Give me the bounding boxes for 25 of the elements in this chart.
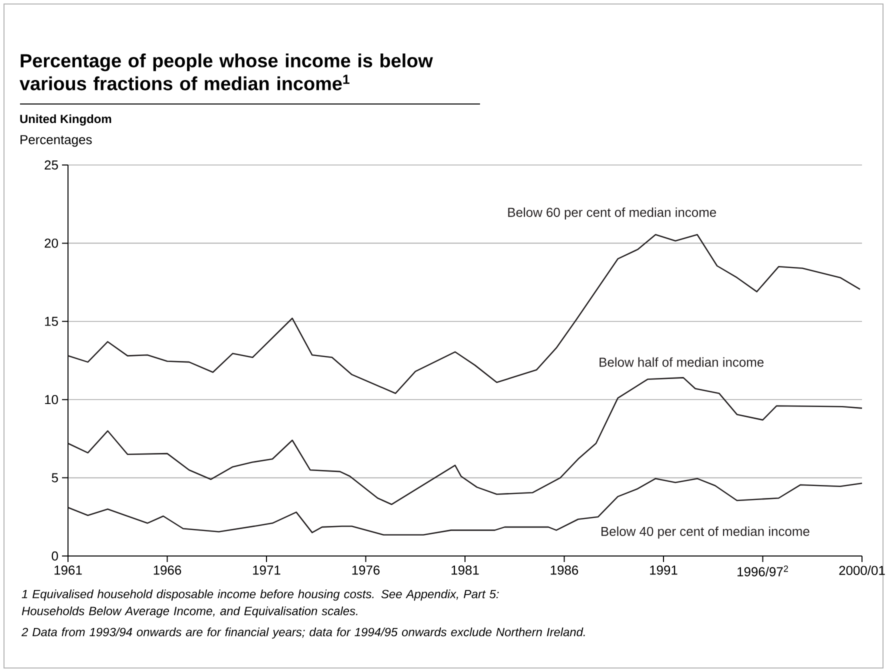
y-tick-label: 15: [45, 316, 58, 326]
y-axis-title: Percentages: [20, 135, 92, 147]
x-tick-label: 1986: [550, 566, 578, 575]
text: 1 Equivalised household disposable income before housing costs. See Appendix, Part 5: Households Below Average Income, and Equivalisation scales.: [22, 590, 499, 618]
series-label: Below half of median income: [600, 357, 764, 367]
x-tick-label: 1976: [352, 566, 380, 575]
y-tick-label: 5: [52, 473, 58, 482]
line-series: [67, 234, 861, 394]
y-tick-label: 0: [52, 551, 58, 561]
y-tick-label: 25: [44, 160, 58, 170]
text: 2 Data from 1993/94 onwards are for financial years; data for 1994/95 onwards exclude Northern Ireland.: [21, 628, 585, 639]
x-tick-label: 1971: [253, 566, 280, 575]
x-tick-label: 1961: [54, 566, 82, 575]
series-label: Below 60 per cent of median income: [508, 207, 716, 220]
x-tick-label: 1981: [452, 566, 479, 575]
chart-subtitle: United Kingdom: [20, 114, 112, 126]
y-tick-label: 10: [45, 395, 58, 404]
line-series: [67, 377, 863, 506]
series-label: Below 40 per cent of median income: [602, 526, 810, 539]
x-tick-label: 1966: [154, 566, 182, 575]
y-tick-label: 20: [44, 238, 58, 248]
x-tick-label: 1996/97$^{2}$: [738, 566, 788, 576]
x-tick-label: 2000/01: [839, 566, 885, 576]
chart-title: Percentage of people whose income is below various fractions of median income$^{1}$: [20, 54, 433, 90]
x-tick-label: 1991: [650, 566, 678, 575]
